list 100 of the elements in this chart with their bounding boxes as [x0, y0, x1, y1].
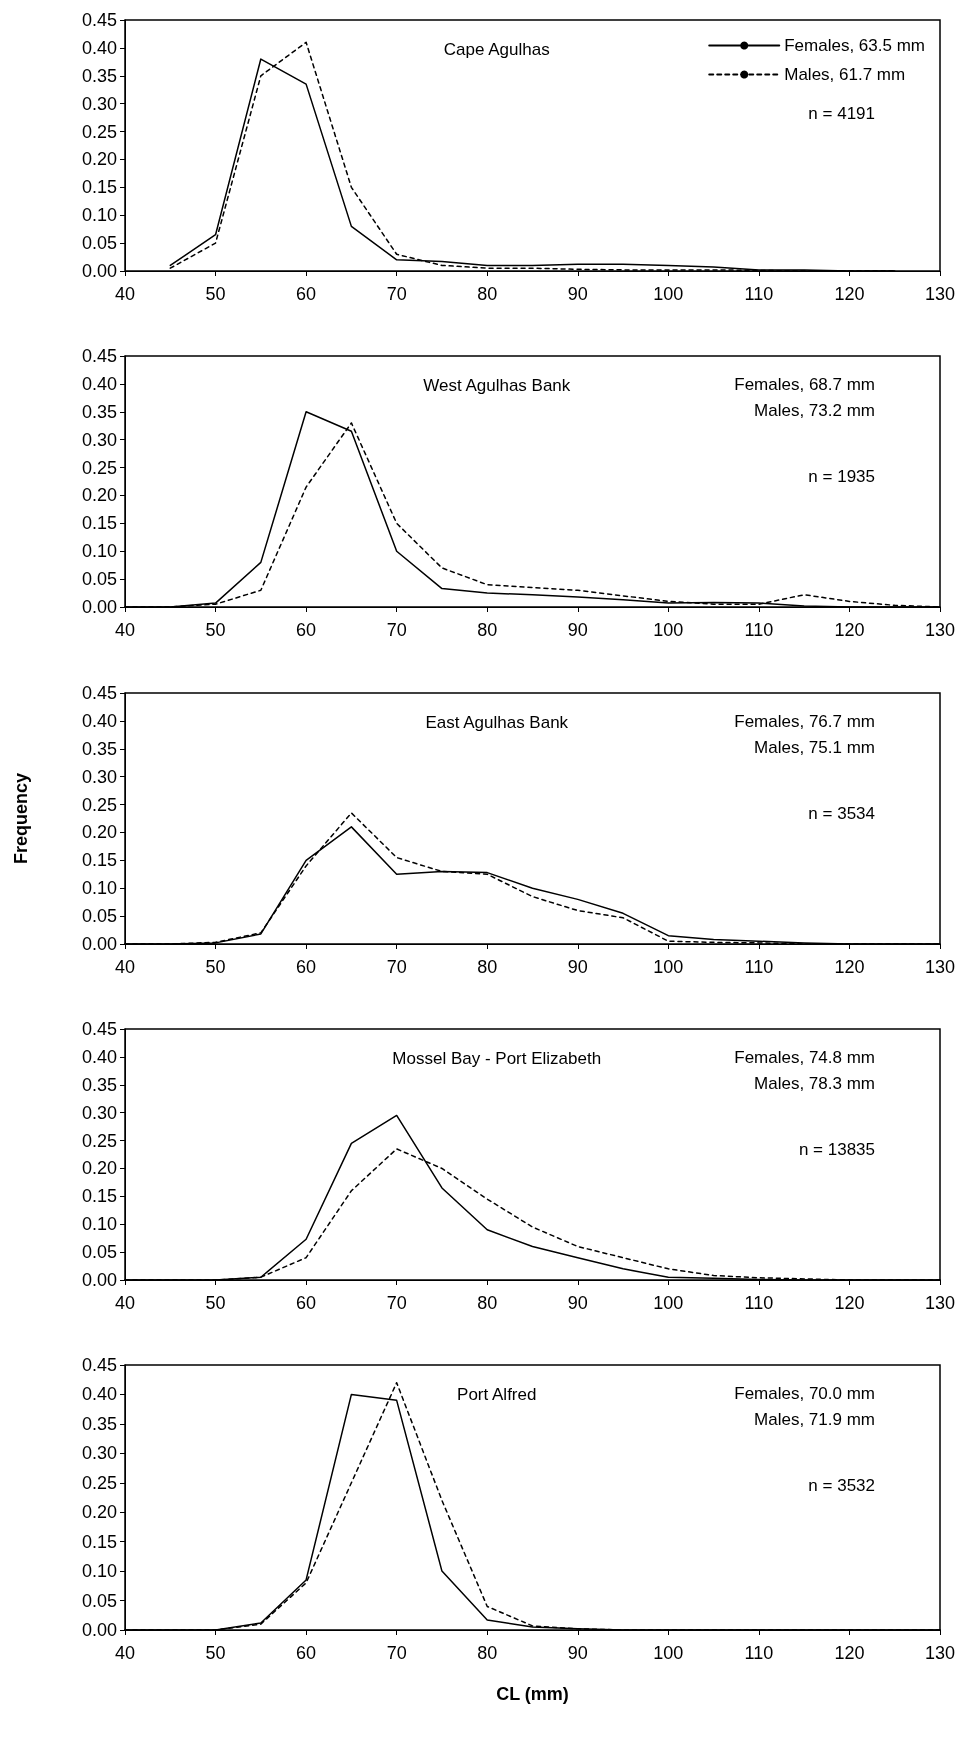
x-tick-label: 70 [386, 1643, 407, 1663]
x-tick-label: 120 [834, 1643, 865, 1663]
y-tick-label: 0.25 [81, 1130, 117, 1151]
y-tick-label: 0.25 [81, 457, 117, 478]
annotation: Females, 74.8 mm [734, 1047, 875, 1067]
y-tick-label: 0.45 [81, 682, 117, 703]
annotation: Males, 75.1 mm [754, 737, 876, 757]
y-tick-label: 0.00 [81, 597, 117, 618]
x-tick-label: 90 [567, 620, 588, 641]
x-tick-label: 90 [567, 284, 588, 304]
y-tick-label: 0.45 [81, 1355, 117, 1375]
y-tick-label: 0.05 [81, 1590, 117, 1611]
y-tick-label: 0.15 [81, 177, 117, 198]
x-tick-label: 60 [296, 1643, 317, 1663]
y-tick-label: 0.10 [81, 205, 117, 226]
y-tick-label: 0.25 [81, 121, 117, 142]
x-tick-label: 120 [834, 1292, 865, 1313]
x-tick-label: 110 [744, 1292, 774, 1313]
y-axis-title: Frequency [11, 772, 31, 864]
y-tick-label: 0.30 [81, 429, 117, 450]
y-tick-label: 0.40 [81, 37, 117, 58]
x-tick-label: 100 [653, 1292, 684, 1313]
x-tick-label: 120 [834, 620, 865, 641]
x-tick-label: 70 [386, 284, 407, 304]
y-tick-label: 0.00 [81, 1620, 117, 1640]
y-tick-label: 0.30 [81, 1102, 117, 1123]
annotation: n = 3534 [808, 803, 875, 823]
y-tick-label: 0.35 [81, 1413, 117, 1434]
y-tick-label: 0.25 [81, 794, 117, 815]
x-tick-label: 80 [477, 1292, 498, 1313]
y-tick-label: 0.35 [81, 65, 117, 86]
y-tick-label: 0.10 [81, 877, 117, 898]
x-tick-label: 50 [205, 284, 226, 304]
y-tick-label: 0.20 [81, 485, 117, 506]
y-tick-label: 0.30 [81, 1443, 117, 1464]
y-tick-label: 0.20 [81, 1502, 117, 1523]
annotation: Males, 71.9 mm [754, 1410, 876, 1429]
y-tick-label: 0.15 [81, 849, 117, 870]
x-tick-label: 80 [477, 956, 498, 977]
y-tick-label: 0.10 [81, 541, 117, 562]
y-tick-label: 0.05 [81, 233, 117, 254]
x-tick-label: 60 [296, 956, 317, 977]
x-tick-label: 70 [386, 956, 407, 977]
y-tick-label: 0.20 [81, 149, 117, 170]
x-tick-label: 80 [477, 1643, 498, 1663]
y-tick-label: 0.20 [81, 1158, 117, 1179]
y-tick-label: 0.30 [81, 93, 117, 114]
text: Cape Agulhas [443, 40, 550, 59]
x-tick-label: 40 [114, 1292, 136, 1313]
y-tick-label: 0.35 [81, 738, 117, 759]
y-tick-label: 0.45 [81, 1018, 117, 1039]
y-tick-label: 0.40 [81, 1046, 117, 1067]
y-tick-label: 0.40 [81, 1384, 117, 1405]
y-tick-label: 0.10 [81, 1213, 117, 1234]
text: East Agulhas Bank [425, 712, 569, 732]
x-tick-label: 70 [386, 1292, 407, 1313]
y-tick-label: 0.00 [81, 933, 117, 954]
x-tick-label: 80 [477, 284, 498, 304]
annotation: Males, 78.3 mm [754, 1073, 876, 1093]
text: Mossel Bay - Port Elizabeth [392, 1048, 602, 1068]
x-tick-label: 40 [114, 1643, 136, 1663]
y-tick-label: 0.15 [81, 1531, 117, 1552]
x-tick-label: 90 [567, 1292, 588, 1313]
x-tick-label: 40 [114, 956, 136, 977]
x-tick-label: 120 [834, 284, 865, 304]
x-tick-label: 110 [744, 620, 774, 641]
x-tick-label: 50 [205, 956, 226, 977]
y-tick-label: 0.45 [81, 10, 117, 30]
annotation: n = 3532 [808, 1476, 875, 1495]
x-tick-label: 40 [114, 284, 136, 304]
x-tick-label: 50 [205, 1643, 226, 1663]
x-tick-label: 70 [386, 620, 407, 641]
text: Port Alfred [457, 1385, 537, 1404]
x-tick-label: 100 [653, 284, 684, 304]
y-tick-label: 0.10 [81, 1561, 117, 1582]
y-tick-label: 0.25 [81, 1472, 117, 1493]
annotation: Females, 68.7 mm [734, 375, 875, 395]
x-tick-label: 90 [567, 1643, 588, 1663]
x-tick-label: 90 [567, 956, 588, 977]
legend-label: Males, 61.7 mm [784, 65, 906, 84]
annotation: n = 13835 [798, 1139, 875, 1159]
y-tick-label: 0.40 [81, 710, 117, 731]
y-tick-label: 0.30 [81, 766, 117, 787]
text: West Agulhas Bank [423, 376, 571, 396]
x-tick-label: 130 [924, 1292, 956, 1313]
x-tick-label: 110 [744, 1643, 774, 1663]
legend-label: Females, 63.5 mm [784, 36, 925, 55]
y-tick-label: 0.15 [81, 1186, 117, 1207]
y-tick-label: 0.00 [81, 1269, 117, 1290]
y-tick-label: 0.35 [81, 1074, 117, 1095]
y-tick-label: 0.15 [81, 513, 117, 534]
y-tick-label: 0.05 [81, 905, 117, 926]
x-tick-label: 130 [924, 956, 956, 977]
y-tick-label: 0.05 [81, 1241, 117, 1262]
y-tick-label: 0.20 [81, 821, 117, 842]
x-tick-label: 60 [296, 620, 317, 641]
x-tick-label: 110 [744, 284, 774, 304]
x-tick-label: 100 [653, 956, 684, 977]
x-tick-label: 60 [296, 1292, 317, 1313]
x-tick-label: 130 [924, 284, 956, 304]
